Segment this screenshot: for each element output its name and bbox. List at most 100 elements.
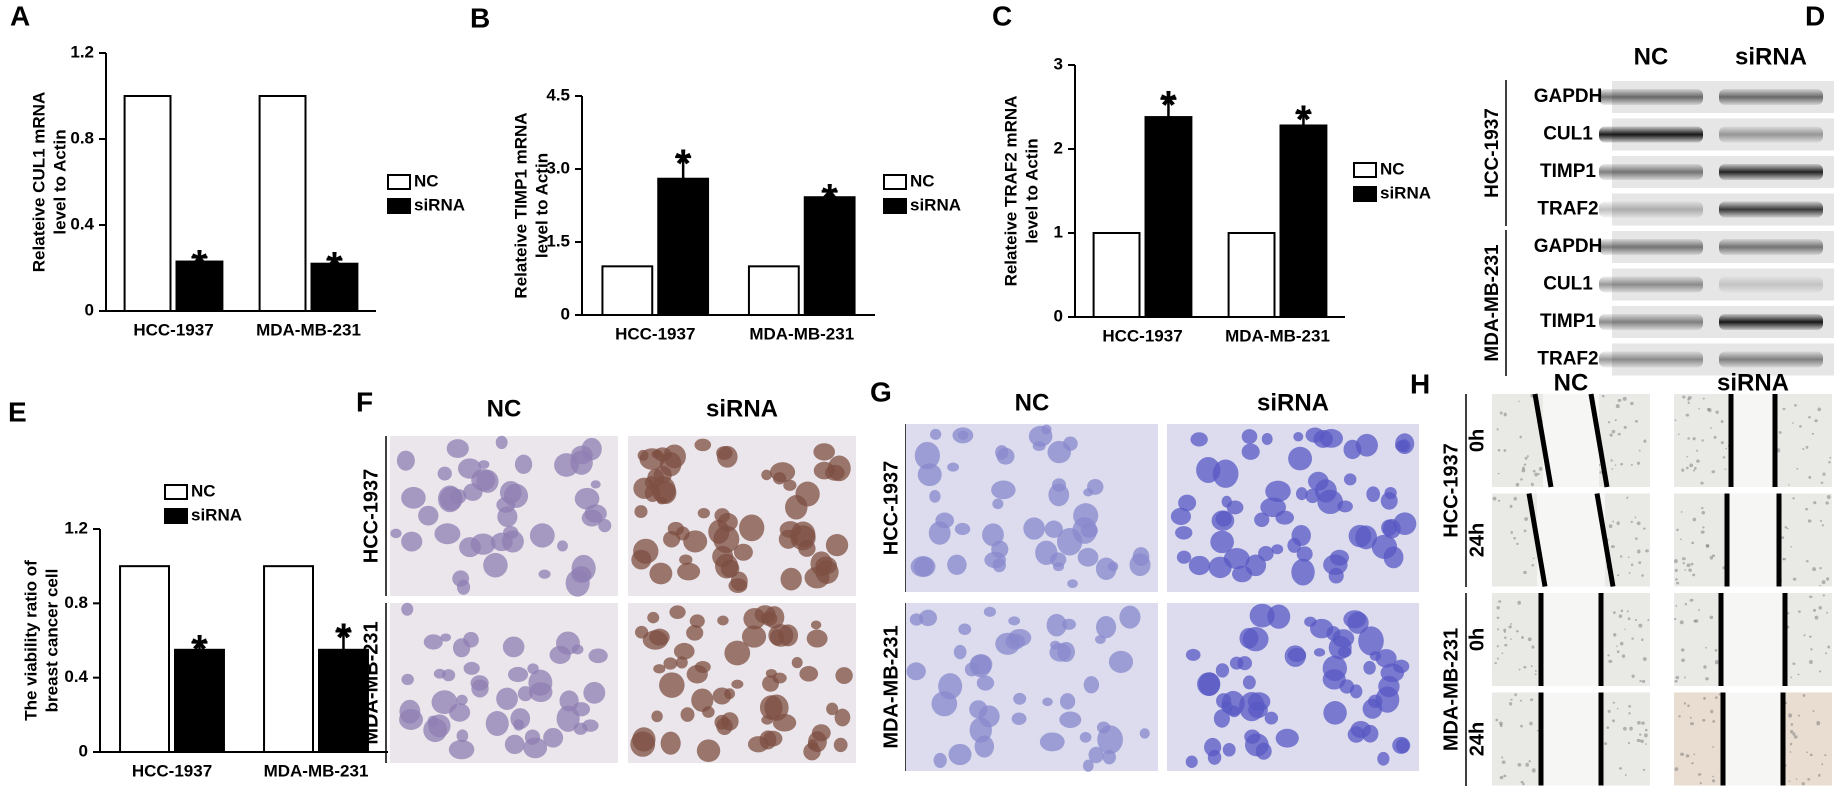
cell	[1684, 602, 1688, 606]
cell	[1819, 520, 1823, 522]
cell	[1782, 558, 1785, 561]
cell	[1616, 645, 1618, 647]
cell	[1501, 756, 1504, 759]
x-tick-label: MDA-MB-231	[256, 320, 361, 339]
cell	[958, 430, 969, 440]
x-tick-label: MDA-MB-231	[749, 324, 854, 343]
cell	[1516, 542, 1519, 545]
cell	[1709, 615, 1714, 620]
x-tick-label: HCC-1937	[133, 320, 213, 339]
cell	[1697, 773, 1702, 776]
cell	[1229, 656, 1244, 670]
cell	[1258, 545, 1274, 562]
legend-label: siRNA	[414, 195, 465, 214]
cell	[1529, 698, 1534, 702]
cell	[1702, 526, 1705, 529]
cell	[434, 523, 461, 545]
y-axis-label: The viability ratio of	[21, 560, 40, 721]
cell	[1711, 554, 1716, 558]
cell	[1703, 665, 1707, 669]
cell	[1522, 782, 1525, 786]
cell	[1818, 605, 1822, 610]
cell	[401, 531, 423, 552]
legend-label: NC	[1380, 159, 1405, 178]
significance-mark: *	[675, 142, 691, 186]
cell	[1347, 611, 1369, 634]
bar	[310, 262, 359, 313]
cell	[1647, 619, 1650, 622]
band-label: TIMP1	[1540, 161, 1596, 182]
cell	[909, 613, 924, 626]
cell	[1693, 753, 1696, 756]
cell	[1497, 472, 1500, 475]
cell	[1501, 760, 1506, 764]
band-label: TIMP1	[1540, 311, 1596, 332]
cell	[1496, 645, 1499, 648]
cell	[485, 711, 509, 736]
cell	[1685, 413, 1690, 417]
cell	[571, 566, 592, 583]
cell	[694, 438, 712, 452]
cell	[1059, 711, 1082, 728]
cell	[1700, 506, 1704, 510]
cell	[1612, 520, 1615, 523]
legend-label: siRNA	[191, 505, 242, 524]
y-tick-label: 2	[1054, 138, 1063, 157]
cell	[496, 687, 518, 710]
cell	[1627, 741, 1630, 745]
cell	[733, 543, 753, 561]
cell	[1795, 778, 1798, 780]
cell	[764, 606, 785, 629]
cell	[456, 694, 468, 706]
cell	[1814, 419, 1818, 423]
cell	[1052, 562, 1065, 572]
cell	[1714, 649, 1718, 652]
cell	[1686, 455, 1689, 458]
cell	[1504, 643, 1508, 647]
cell	[1812, 608, 1817, 612]
cell	[1626, 610, 1629, 613]
cell	[948, 743, 972, 766]
cell	[1799, 425, 1802, 428]
cell	[1821, 524, 1825, 527]
cell	[631, 549, 652, 570]
cell	[497, 506, 518, 528]
cell	[1623, 726, 1627, 731]
cell	[1492, 496, 1497, 501]
cell	[1097, 725, 1123, 755]
y-tick-label: 3.0	[546, 158, 570, 177]
micrograph	[390, 603, 618, 763]
cell	[1241, 443, 1260, 460]
row-label: MDA-MB-231	[880, 625, 902, 748]
cell	[743, 607, 766, 630]
cell	[1517, 600, 1521, 605]
column-header: NC	[1554, 369, 1589, 396]
band	[1599, 126, 1703, 143]
panel-letter: G	[870, 376, 892, 407]
cell	[1824, 652, 1828, 655]
cell	[1609, 433, 1613, 437]
cell	[396, 450, 415, 471]
cell	[1722, 456, 1726, 459]
cell	[1132, 547, 1150, 566]
cell	[1818, 773, 1821, 777]
cell	[1375, 649, 1397, 668]
cell	[574, 487, 600, 510]
cell	[1819, 584, 1822, 587]
cell	[1617, 398, 1622, 402]
legend-label: NC	[414, 171, 439, 190]
cell	[1793, 735, 1798, 739]
cell	[1604, 742, 1608, 745]
cell	[1051, 478, 1067, 492]
cell	[931, 691, 958, 717]
cell	[1610, 459, 1613, 462]
cell	[1675, 675, 1680, 680]
cell	[1080, 523, 1098, 538]
cell	[1626, 496, 1629, 499]
cell	[653, 447, 672, 462]
significance-mark: *	[1161, 84, 1177, 128]
cell	[637, 449, 649, 461]
cell	[1530, 482, 1534, 487]
panel-letter: A	[10, 0, 30, 31]
cell	[1694, 619, 1699, 623]
